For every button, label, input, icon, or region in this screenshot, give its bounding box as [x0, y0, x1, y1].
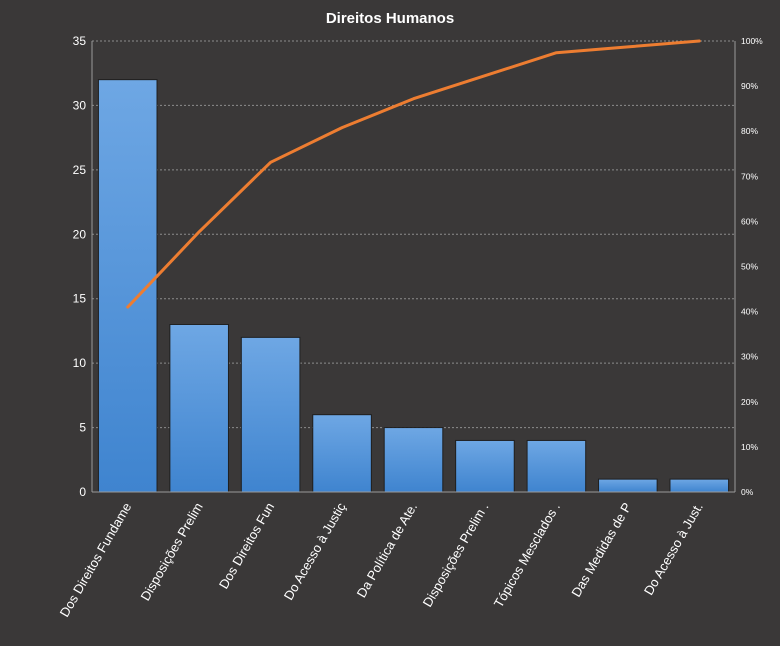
x-tick-label: Dos Direitos Fundame	[57, 500, 135, 620]
bar	[669, 478, 730, 493]
y-tick-label: 0	[79, 485, 86, 499]
x-tick-label: Disposições Prelim	[138, 500, 206, 603]
y-axis-ticks: 0 5 10 15 20 25 30 35	[73, 34, 87, 499]
y2-axis-ticks: 0% 10% 20% 30% 40% 50% 60% 70% 80% 90% 100%	[741, 36, 763, 497]
cumulative-percent-line	[126, 39, 701, 309]
x-tick-label: Tópicos Mesclados .	[491, 500, 563, 610]
y2-tick-label: 30%	[741, 352, 758, 362]
chart-title: Direitos Humanos	[326, 10, 454, 27]
axes	[91, 41, 736, 493]
y-tick-label: 30	[73, 98, 87, 112]
x-tick-label: Do Acesso à Justiç	[281, 500, 349, 603]
bar	[526, 439, 587, 493]
y-tick-label: 25	[73, 163, 87, 177]
y2-tick-label: 80%	[741, 126, 758, 136]
cumulative-line	[126, 39, 701, 309]
bars	[97, 79, 730, 493]
x-tick-label: Da Política de Ate.	[354, 500, 420, 600]
y2-tick-label: 60%	[741, 216, 758, 226]
y-tick-label: 15	[73, 292, 87, 306]
y2-tick-label: 20%	[741, 397, 758, 407]
x-tick-label: Disposições Prelim .	[420, 500, 492, 609]
y-tick-label: 10	[73, 356, 87, 370]
y2-tick-label: 90%	[741, 81, 758, 91]
y2-tick-label: 40%	[741, 307, 758, 317]
y2-tick-label: 10%	[741, 442, 758, 452]
y-tick-label: 35	[73, 34, 87, 48]
bar	[169, 323, 229, 493]
x-tick-label: Dos Direitos Fun	[216, 500, 277, 591]
y2-tick-label: 70%	[741, 171, 758, 181]
x-tick-label: Das Medidas de P	[568, 500, 634, 600]
x-tick-label: Do Acesso à Just.	[641, 500, 706, 598]
y-tick-label: 5	[79, 421, 86, 435]
bar	[598, 478, 658, 493]
y2-tick-label: 100%	[741, 36, 763, 46]
y2-tick-label: 0%	[741, 487, 754, 497]
bar	[312, 414, 372, 493]
bar	[383, 427, 444, 493]
bar	[240, 336, 301, 493]
bar	[455, 439, 515, 493]
x-axis-ticks: Dos Direitos Fundame Disposições Prelim Do…	[57, 500, 706, 620]
y-tick-label: 20	[73, 227, 87, 241]
y2-tick-label: 50%	[741, 262, 758, 272]
